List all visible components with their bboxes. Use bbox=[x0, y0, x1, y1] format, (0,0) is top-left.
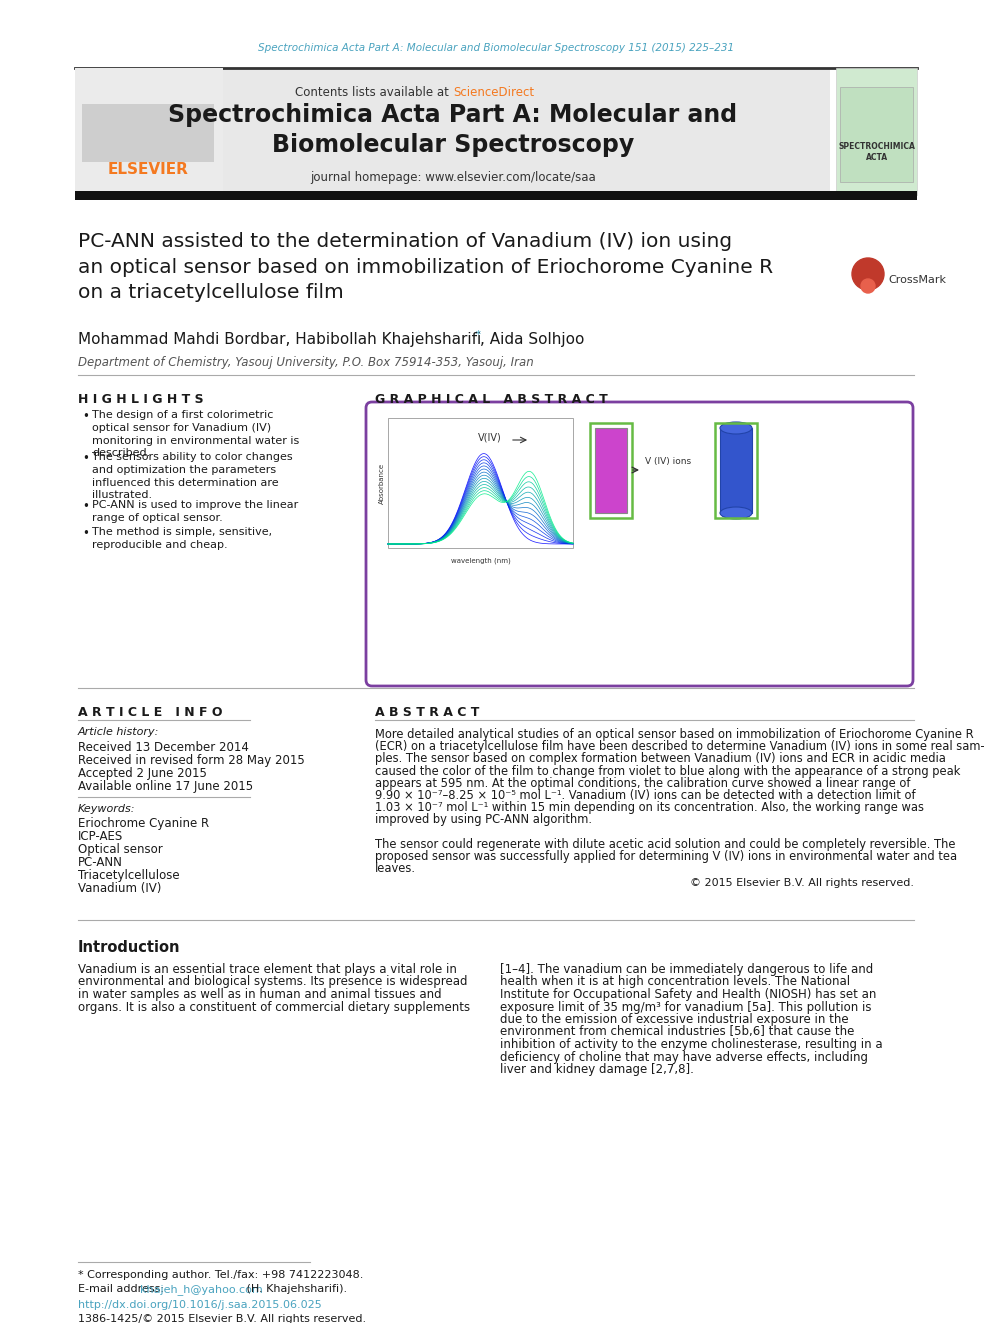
Text: leaves.: leaves. bbox=[375, 863, 416, 876]
Text: PC-ANN assisted to the determination of Vanadium (IV) ion using
an optical senso: PC-ANN assisted to the determination of … bbox=[78, 232, 773, 303]
Bar bbox=[595, 429, 627, 513]
Text: improved by using PC-ANN algorithm.: improved by using PC-ANN algorithm. bbox=[375, 814, 592, 827]
Text: appears at 595 nm. At the optimal conditions, the calibration curve showed a lin: appears at 595 nm. At the optimal condit… bbox=[375, 777, 911, 790]
Text: 1386-1425/© 2015 Elsevier B.V. All rights reserved.: 1386-1425/© 2015 Elsevier B.V. All right… bbox=[78, 1314, 366, 1323]
Text: Mohammad Mahdi Bordbar, Habibollah Khajehsharifi: Mohammad Mahdi Bordbar, Habibollah Khaje… bbox=[78, 332, 481, 347]
Text: [1–4]. The vanadium can be immediately dangerous to life and: [1–4]. The vanadium can be immediately d… bbox=[500, 963, 873, 976]
Bar bbox=[82, 105, 214, 161]
Text: http://dx.doi.org/10.1016/j.saa.2015.06.025: http://dx.doi.org/10.1016/j.saa.2015.06.… bbox=[78, 1301, 321, 1310]
Text: © 2015 Elsevier B.V. All rights reserved.: © 2015 Elsevier B.V. All rights reserved… bbox=[690, 878, 914, 889]
Bar bbox=[720, 429, 752, 513]
Text: More detailed analytical studies of an optical sensor based on immobilization of: More detailed analytical studies of an o… bbox=[375, 728, 974, 741]
Text: Vanadium (IV): Vanadium (IV) bbox=[78, 882, 162, 894]
Text: SPECTROCHIMICA
ACTA: SPECTROCHIMICA ACTA bbox=[838, 142, 916, 161]
Text: due to the emission of excessive industrial exposure in the: due to the emission of excessive industr… bbox=[500, 1013, 848, 1027]
Text: in water samples as well as in human and animal tissues and: in water samples as well as in human and… bbox=[78, 988, 441, 1002]
Text: Spectrochimica Acta Part A: Molecular and
Biomolecular Spectroscopy: Spectrochimica Acta Part A: Molecular an… bbox=[169, 103, 738, 157]
Text: Keywords:: Keywords: bbox=[78, 804, 136, 814]
Text: Received 13 December 2014: Received 13 December 2014 bbox=[78, 741, 249, 754]
Text: The sensors ability to color changes
and optimization the parameters
influenced : The sensors ability to color changes and… bbox=[92, 452, 293, 500]
Text: journal homepage: www.elsevier.com/locate/saa: journal homepage: www.elsevier.com/locat… bbox=[310, 172, 596, 184]
Text: Spectrochimica Acta Part A: Molecular and Biomolecular Spectroscopy 151 (2015) 2: Spectrochimica Acta Part A: Molecular an… bbox=[258, 44, 734, 53]
Text: deficiency of choline that may have adverse effects, including: deficiency of choline that may have adve… bbox=[500, 1050, 868, 1064]
Text: •: • bbox=[82, 410, 89, 423]
Text: environment from chemical industries [5b,6] that cause the: environment from chemical industries [5b… bbox=[500, 1025, 854, 1039]
Text: ples. The sensor based on complex formation between Vanadium (IV) ions and ECR i: ples. The sensor based on complex format… bbox=[375, 753, 946, 766]
Text: Vanadium is an essential trace element that plays a vital role in: Vanadium is an essential trace element t… bbox=[78, 963, 457, 976]
Text: Available online 17 June 2015: Available online 17 June 2015 bbox=[78, 781, 253, 792]
Text: •: • bbox=[82, 452, 89, 464]
Text: *: * bbox=[472, 329, 481, 340]
Ellipse shape bbox=[720, 507, 752, 519]
Text: A B S T R A C T: A B S T R A C T bbox=[375, 706, 479, 718]
Text: The design of a first colorimetric
optical sensor for Vanadium (IV)
monitoring i: The design of a first colorimetric optic… bbox=[92, 410, 300, 458]
Text: The method is simple, sensitive,
reproducible and cheap.: The method is simple, sensitive, reprodu… bbox=[92, 527, 272, 550]
Bar bbox=[75, 67, 830, 194]
Text: 9.90 × 10⁻⁷–8.25 × 10⁻⁵ mol L⁻¹. Vanadium (IV) ions can be detected with a detec: 9.90 × 10⁻⁷–8.25 × 10⁻⁵ mol L⁻¹. Vanadiu… bbox=[375, 789, 916, 802]
Text: The sensor could regenerate with dilute acetic acid solution and could be comple: The sensor could regenerate with dilute … bbox=[375, 837, 955, 851]
Text: inhibition of activity to the enzyme cholinesterase, resulting in a: inhibition of activity to the enzyme cho… bbox=[500, 1039, 883, 1050]
Text: Contents lists available at: Contents lists available at bbox=[296, 86, 453, 99]
Text: ICP-AES: ICP-AES bbox=[78, 830, 123, 843]
Text: khajeh_h@yahoo.com: khajeh_h@yahoo.com bbox=[140, 1285, 263, 1295]
Bar bbox=[388, 418, 573, 548]
Text: liver and kidney damage [2,7,8].: liver and kidney damage [2,7,8]. bbox=[500, 1062, 693, 1076]
Text: health when it is at high concentration levels. The National: health when it is at high concentration … bbox=[500, 975, 850, 988]
Text: •: • bbox=[82, 500, 89, 513]
Bar bbox=[836, 67, 917, 194]
Text: Accepted 2 June 2015: Accepted 2 June 2015 bbox=[78, 767, 207, 781]
Text: Triacetylcellulose: Triacetylcellulose bbox=[78, 869, 180, 882]
FancyBboxPatch shape bbox=[366, 402, 913, 687]
Circle shape bbox=[861, 279, 875, 292]
Text: * Corresponding author. Tel./fax: +98 7412223048.: * Corresponding author. Tel./fax: +98 74… bbox=[78, 1270, 363, 1279]
Text: exposure limit of 35 mg/m³ for vanadium [5a]. This pollution is: exposure limit of 35 mg/m³ for vanadium … bbox=[500, 1000, 872, 1013]
Text: V(IV): V(IV) bbox=[478, 433, 502, 442]
Text: environmental and biological systems. Its presence is widespread: environmental and biological systems. It… bbox=[78, 975, 467, 988]
Bar bbox=[75, 67, 223, 194]
Bar bbox=[840, 87, 913, 183]
Text: Optical sensor: Optical sensor bbox=[78, 843, 163, 856]
Text: Absorbance: Absorbance bbox=[379, 463, 385, 504]
Text: PC-ANN is used to improve the linear
range of optical sensor.: PC-ANN is used to improve the linear ran… bbox=[92, 500, 299, 523]
Text: Institute for Occupational Safety and Health (NIOSH) has set an: Institute for Occupational Safety and He… bbox=[500, 988, 876, 1002]
Text: 1.03 × 10⁻⁷ mol L⁻¹ within 15 min depending on its concentration. Also, the work: 1.03 × 10⁻⁷ mol L⁻¹ within 15 min depend… bbox=[375, 802, 924, 814]
Text: ScienceDirect: ScienceDirect bbox=[453, 86, 534, 99]
Text: caused the color of the film to change from violet to blue along with the appear: caused the color of the film to change f… bbox=[375, 765, 960, 778]
Text: , Aida Solhjoo: , Aida Solhjoo bbox=[480, 332, 584, 347]
Text: Introduction: Introduction bbox=[78, 941, 181, 955]
Text: G R A P H I C A L   A B S T R A C T: G R A P H I C A L A B S T R A C T bbox=[375, 393, 608, 406]
Text: H I G H L I G H T S: H I G H L I G H T S bbox=[78, 393, 203, 406]
Text: organs. It is also a constituent of commercial dietary supplements: organs. It is also a constituent of comm… bbox=[78, 1000, 470, 1013]
Text: CrossMark: CrossMark bbox=[888, 275, 946, 284]
Text: proposed sensor was successfully applied for determining V (IV) ions in environm: proposed sensor was successfully applied… bbox=[375, 849, 957, 863]
Text: ELSEVIER: ELSEVIER bbox=[107, 163, 188, 177]
Text: V (IV) ions: V (IV) ions bbox=[645, 456, 691, 466]
Text: (H. Khajehsharifi).: (H. Khajehsharifi). bbox=[243, 1285, 347, 1294]
Text: Eriochrome Cyanine R: Eriochrome Cyanine R bbox=[78, 818, 209, 830]
Text: A R T I C L E   I N F O: A R T I C L E I N F O bbox=[78, 706, 222, 718]
Bar bbox=[75, 191, 917, 200]
Text: (ECR) on a triacetylcellulose film have been described to determine Vanadium (IV: (ECR) on a triacetylcellulose film have … bbox=[375, 740, 985, 753]
Circle shape bbox=[852, 258, 884, 290]
Text: •: • bbox=[82, 527, 89, 540]
Text: PC-ANN: PC-ANN bbox=[78, 856, 123, 869]
Text: Article history:: Article history: bbox=[78, 728, 160, 737]
Text: E-mail address:: E-mail address: bbox=[78, 1285, 168, 1294]
Text: Department of Chemistry, Yasouj University, P.O. Box 75914-353, Yasouj, Iran: Department of Chemistry, Yasouj Universi… bbox=[78, 356, 534, 369]
Text: wavelength (nm): wavelength (nm) bbox=[450, 558, 510, 565]
Ellipse shape bbox=[720, 422, 752, 434]
Text: Received in revised form 28 May 2015: Received in revised form 28 May 2015 bbox=[78, 754, 305, 767]
